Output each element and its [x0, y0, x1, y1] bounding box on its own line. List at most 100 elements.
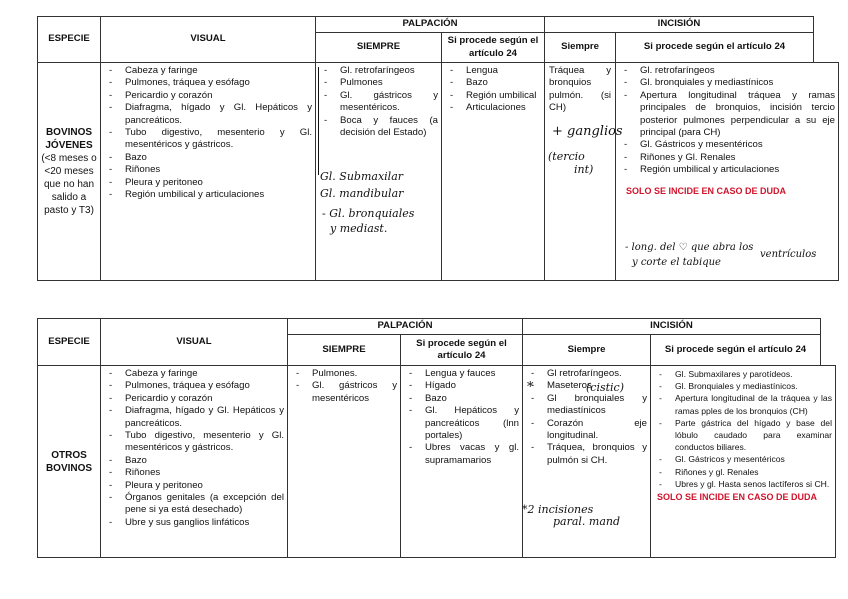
list-item: Pleura y peritoneo [105, 177, 312, 190]
especie-title: BOVINOS JÓVENES [45, 127, 93, 151]
list-item: Tráquea, bronquios y pulmón si CH. [527, 442, 647, 467]
list-item: Gl. retrofaríngeos [620, 65, 835, 78]
list-item: Corazón eje longitudinal. [527, 418, 647, 443]
handwritten-note: paral. mand [553, 515, 621, 528]
list-item: Región umbilical [446, 90, 541, 103]
item-list: Gl retrofaríngeos.MaseterosGl bronquiale… [523, 366, 650, 467]
list-item: Diafragma, hígado y Gl. Hepáticos y panc… [105, 405, 284, 430]
especie-cell: BOVINOS JÓVENES (<8 meses o <20 meses qu… [37, 62, 101, 281]
handwritten-note: Gl. mandibular [320, 187, 404, 200]
handwritten-note: y mediast. [330, 222, 388, 235]
list-item: Gl. Bronquiales y mediastínicos. [655, 380, 832, 392]
list-item: Gl. Hepáticos y pancreáticos (lnn portal… [405, 405, 519, 442]
handwritten-note: (cistic) [586, 381, 625, 394]
list-item: Lengua [446, 65, 541, 78]
inc-si-procede-cell: Gl. Submaxilares y parotídeos.Gl. Bronqu… [650, 365, 836, 558]
item-list: Pulmones.Gl. gástricos y mesentéricos [288, 366, 400, 405]
list-item: Ubres vacas y gl. supramamarios [405, 442, 519, 467]
list-item: Ubre y sus ganglios linfáticos [105, 517, 284, 530]
list-item: Lengua y fauces [405, 368, 519, 381]
item-list: LenguaBazoRegión umbilicalArticulaciones [442, 63, 544, 115]
header-inc-si-procede: Si procede según el artículo 24 [650, 334, 821, 366]
handwritten-note: * [527, 380, 534, 395]
palp-siempre-cell: Pulmones.Gl. gástricos y mesentéricos [287, 365, 401, 558]
list-item: Apertura longitudinal tráquea y ramas pr… [620, 90, 835, 140]
list-item: Gl. retrofaríngeos [320, 65, 438, 78]
list-item: Ubres y gl. Hasta senos lactíferos si CH… [655, 478, 832, 490]
list-item: Gl. Gástricos y mesentéricos [620, 139, 835, 152]
inc-si-procede-cell: Gl. retrofaríngeosGl. bronquiales y medi… [615, 62, 839, 281]
header-inc-siempre: Siempre [522, 334, 651, 366]
handwritten-arrow [318, 67, 319, 175]
header-palp-siempre: SIEMPRE [315, 32, 442, 63]
list-item: Apertura longitudinal de la tráquea y la… [655, 392, 832, 416]
list-item: Hígado [405, 380, 519, 393]
visual-cell: Cabeza y faringePulmones, tráquea y esóf… [100, 365, 288, 558]
header-inc-siempre: Siempre [544, 32, 616, 63]
header-visual: VISUAL [100, 16, 316, 63]
handwritten-note: (tercio [548, 150, 585, 163]
palp-si-procede-cell: Lengua y faucesHígadoBazoGl. Hepáticos y… [400, 365, 523, 558]
handwritten-note: int) [574, 163, 594, 176]
header-palp-siempre: SIEMPRE [287, 334, 401, 366]
palp-siempre-cell: Gl. retrofaríngeosPulmonesGl. gástricos … [315, 62, 442, 281]
list-item: Órganos genitales (a excepción del pene … [105, 492, 284, 517]
header-especie: ESPECIE [37, 318, 101, 366]
header-especie: ESPECIE [37, 16, 101, 63]
list-item: Gl. bronquiales y mediastínicos [620, 77, 835, 90]
item-list: Cabeza y faringePulmones, tráquea y esóf… [101, 63, 315, 202]
note-solo-duda: SOLO SE INCIDE EN CASO DE DUDA [626, 185, 787, 196]
especie-cell: OTROS BOVINOS [37, 365, 101, 558]
list-item: Bazo [446, 77, 541, 90]
list-item: Gl. Submaxilares y parotídeos. [655, 368, 832, 380]
list-item: Parte gástrica del hígado y base del lób… [655, 417, 832, 454]
list-item: Gl retrofaríngeos. [527, 368, 647, 381]
handwritten-note: - Gl. bronquiales [322, 207, 415, 220]
list-item: Pulmones, tráquea y esófago [105, 77, 312, 90]
header-inc-si-procede: Si procede según el artículo 24 [615, 32, 814, 63]
list-item: Diafragma, hígado y Gl. Hepáticos y panc… [105, 102, 312, 127]
handwritten-note: - long. del ♡ que abra los [625, 242, 754, 253]
list-item: Bazo [405, 393, 519, 406]
list-item: Pericardio y corazón [105, 90, 312, 103]
item-list: Cabeza y faringePulmones, tráquea y esóf… [101, 366, 287, 530]
list-item: Cabeza y faringe [105, 368, 284, 381]
item-list: Gl. retrofaríngeosGl. bronquiales y medi… [616, 63, 838, 177]
list-item: Pulmones. [292, 368, 397, 381]
list-item: Región umbilical y articulaciones [105, 189, 312, 202]
list-item: Riñones y gl. Renales [655, 466, 832, 478]
list-item: Bazo [105, 152, 312, 165]
handwritten-note: y corte el tabique [632, 257, 721, 268]
list-item: Pericardio y corazón [105, 393, 284, 406]
list-item: Bazo [105, 455, 284, 468]
list-item: Pulmones, tráquea y esófago [105, 380, 284, 393]
note-solo-duda: SOLO SE INCIDE EN CASO DE DUDA [657, 492, 818, 503]
list-item: Gl. Gástricos y mesentéricos [655, 453, 832, 465]
handwritten-note: + ganglios [552, 124, 623, 139]
palp-si-procede-cell: LenguaBazoRegión umbilicalArticulaciones [441, 62, 545, 281]
list-item: Articulaciones [446, 102, 541, 115]
especie-title: OTROS BOVINOS [45, 449, 93, 474]
list-item: Tubo digestivo, mesenterio y Gl. mesenté… [105, 127, 312, 152]
list-item: Gl. gástricos y mesentéricos [292, 380, 397, 405]
handwritten-note: Gl. Submaxilar [320, 170, 404, 183]
header-palp-si-procede: Si procede según el artículo 24 [441, 32, 545, 63]
list-item: Maseteros [527, 380, 647, 393]
visual-cell: Cabeza y faringePulmones, tráquea y esóf… [100, 62, 316, 281]
item-list: Lengua y faucesHígadoBazoGl. Hepáticos y… [401, 366, 522, 467]
especie-detail: (<8 meses o <20 meses que no han salido … [41, 153, 97, 216]
list-item: Gl bronquiales y mediastínicos [527, 393, 647, 418]
item-list: Gl. Submaxilares y parotídeos.Gl. Bronqu… [651, 366, 835, 490]
inc-siempre-text: Tráquea y bronquios pulmón. (si CH) [549, 65, 611, 114]
header-visual: VISUAL [100, 318, 288, 366]
header-palpacion: PALPACIÓN [287, 318, 523, 335]
list-item: Riñones [105, 164, 312, 177]
list-item: Pulmones [320, 77, 438, 90]
list-item: Riñones [105, 467, 284, 480]
list-item: Tubo digestivo, mesenterio y Gl. mesenté… [105, 430, 284, 455]
header-palpacion: PALPACIÓN [315, 16, 545, 33]
list-item: Riñones y Gl. Renales [620, 152, 835, 165]
list-item: Cabeza y faringe [105, 65, 312, 78]
list-item: Boca y fauces (a decisión del Estado) [320, 115, 438, 140]
list-item: Región umbilical y articulaciones [620, 164, 835, 177]
